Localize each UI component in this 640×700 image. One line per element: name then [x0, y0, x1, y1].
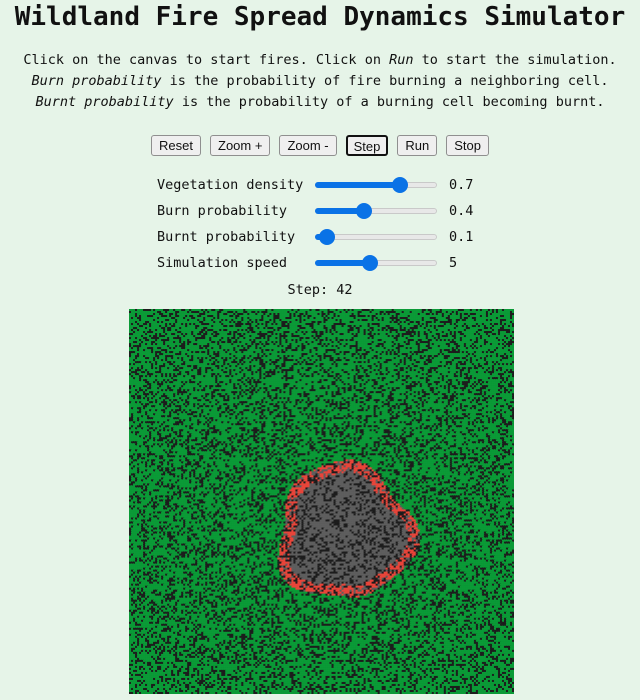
slider-thumb[interactable]	[355, 203, 372, 219]
zoom-out-button[interactable]: Zoom -	[279, 135, 337, 156]
simulation-speed-slider[interactable]	[315, 255, 437, 271]
slider-thumb[interactable]	[319, 229, 336, 245]
zoom-in-button[interactable]: Zoom +	[210, 135, 271, 156]
slider-label: Burn probability	[157, 203, 288, 219]
burn-probability-slider[interactable]	[315, 203, 437, 219]
slider-label: Burnt probability	[157, 229, 296, 245]
step-button[interactable]: Step	[345, 135, 389, 156]
slider-value: 0.1	[449, 229, 474, 245]
control-buttons: Reset Zoom + Zoom - Step Run Stop	[0, 135, 640, 156]
parameter-sliders: Vegetation density 0.7 Burn probability …	[157, 172, 473, 276]
instruction-line-1: Click on the canvas to start fires. Clic…	[0, 50, 640, 71]
instruction-emphasis-run: Run	[389, 52, 414, 68]
slider-row-vegetation-density: Vegetation density 0.7	[157, 172, 473, 198]
instruction-emphasis-burnt-probability: Burnt probability	[35, 94, 174, 110]
slider-row-burn-probability: Burn probability 0.4	[157, 198, 473, 224]
step-counter: Step: 42	[0, 282, 640, 298]
step-label: Step:	[287, 282, 329, 298]
run-button[interactable]: Run	[397, 135, 438, 156]
slider-value: 0.4	[449, 203, 474, 219]
slider-thumb[interactable]	[392, 177, 409, 193]
slider-value: 0.7	[449, 177, 474, 193]
instructions: Click on the canvas to start fires. Clic…	[0, 50, 640, 113]
instruction-text: is the probability of a burning cell bec…	[173, 94, 605, 110]
vegetation-density-slider[interactable]	[315, 177, 437, 193]
instruction-text: to start the simulation.	[413, 52, 617, 68]
slider-row-burnt-probability: Burnt probability 0.1	[157, 224, 473, 250]
slider-value: 5	[449, 255, 458, 271]
slider-thumb[interactable]	[361, 255, 378, 271]
page-title: Wildland Fire Spread Dynamics Simulator	[14, 2, 626, 32]
reset-button[interactable]: Reset	[151, 135, 201, 156]
simulation-canvas[interactable]	[129, 309, 514, 694]
slider-label: Vegetation density	[157, 177, 304, 193]
slider-label: Simulation speed	[157, 255, 288, 271]
step-value: 42	[336, 282, 353, 298]
instruction-text: is the probability of fire burning a nei…	[161, 73, 609, 89]
instruction-line-3: Burnt probability is the probability of …	[0, 92, 640, 113]
instruction-emphasis-burn-probability: Burn probability	[31, 73, 162, 89]
burnt-probability-slider[interactable]	[315, 229, 437, 245]
instruction-text: Click on the canvas to start fires. Clic…	[23, 52, 390, 68]
slider-row-simulation-speed: Simulation speed 5	[157, 250, 473, 276]
stop-button[interactable]: Stop	[446, 135, 489, 156]
instruction-line-2: Burn probability is the probability of f…	[0, 71, 640, 92]
